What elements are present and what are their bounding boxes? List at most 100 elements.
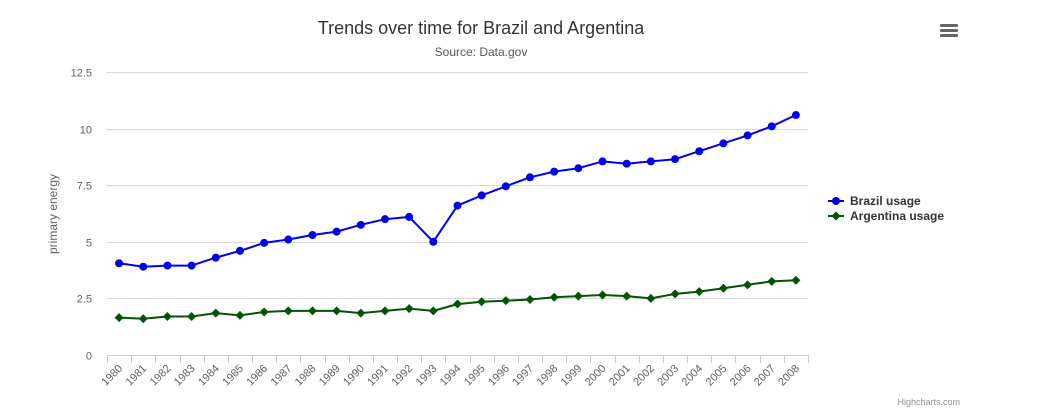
data-point: [477, 191, 486, 200]
x-tick-label: 1981: [124, 363, 150, 389]
data-point: [525, 295, 535, 305]
data-point: [380, 215, 389, 224]
legend-marker: [832, 197, 840, 205]
series-layer: [114, 111, 801, 324]
series-line: [118, 114, 797, 268]
data-point: [235, 246, 244, 255]
data-point: [187, 312, 197, 322]
y-axis-tick-labels: 0 2.5 5 7.5 10 12.5: [71, 68, 92, 363]
data-point: [791, 111, 800, 120]
series-line: [119, 279, 796, 320]
x-tick-label: 2008: [776, 363, 802, 389]
data-point: [743, 280, 753, 290]
data-point: [332, 306, 342, 316]
data-point: [501, 182, 510, 191]
x-tick-label: 1991: [365, 363, 391, 389]
x-tick-label: 1998: [535, 363, 561, 389]
data-point: [428, 306, 438, 316]
x-tick-label: 1983: [172, 363, 198, 389]
data-point: [526, 173, 535, 182]
data-point: [187, 261, 196, 270]
data-point: [163, 261, 172, 270]
legend-marker: [831, 211, 841, 221]
x-tick-label: 1980: [99, 363, 125, 389]
data-point: [646, 157, 655, 166]
data-point: [573, 291, 583, 301]
data-point: [694, 287, 704, 297]
x-tick-label: 2006: [728, 363, 754, 389]
data-point: [453, 299, 462, 309]
data-point: [283, 306, 293, 316]
data-point: [380, 306, 390, 316]
legend-label: Argentina usage: [850, 209, 944, 223]
x-tick-label: 1995: [462, 363, 488, 389]
x-tick-label: 1986: [244, 363, 270, 389]
y-axis-title: primary energy: [46, 174, 60, 254]
data-point: [211, 308, 221, 318]
data-point: [332, 227, 341, 236]
data-point: [477, 297, 487, 307]
menu-button[interactable]: [936, 18, 960, 40]
x-axis-tick-labels: 1980198119821983198419851986198719881989…: [99, 363, 802, 389]
x-tick-label: 2007: [752, 363, 778, 389]
gridlines: [107, 72, 808, 299]
series-brazil-usage: [115, 111, 800, 271]
data-point: [356, 308, 366, 318]
data-point: [307, 306, 317, 316]
data-point: [139, 262, 148, 271]
x-tick-label: 2003: [655, 363, 681, 389]
data-point: [356, 220, 365, 229]
x-tick-label: 1996: [486, 363, 512, 389]
y-tick-label: 7.5: [77, 181, 92, 193]
legend-item-argentina-usage[interactable]: Argentina usage: [828, 209, 944, 223]
x-tick-label: 2004: [680, 363, 706, 389]
chart-subtitle: Source: Data.gov: [435, 45, 528, 59]
data-point: [671, 155, 680, 164]
data-point: [501, 296, 511, 306]
data-point: [550, 167, 559, 176]
data-point: [743, 131, 752, 140]
data-point: [429, 237, 438, 246]
data-point: [260, 238, 269, 247]
x-tick-label: 1994: [438, 363, 464, 389]
data-point: [767, 276, 777, 286]
highcharts-credits-link[interactable]: Highcharts.com: [897, 397, 960, 407]
hamburger-menu-icon: [940, 24, 958, 37]
x-tick-label: 2005: [704, 363, 730, 389]
x-axis-ticks: [107, 355, 809, 363]
data-point: [574, 164, 583, 173]
x-tick-label: 2000: [583, 363, 609, 389]
data-point: [719, 139, 728, 148]
data-point: [718, 283, 728, 293]
series-argentina-usage: [114, 275, 801, 324]
data-point: [670, 289, 680, 299]
data-point: [767, 122, 776, 131]
x-tick-label: 1987: [269, 363, 295, 389]
x-tick-label: 1989: [317, 363, 343, 389]
y-tick-label: 5: [86, 238, 92, 250]
data-point: [259, 307, 269, 317]
x-tick-label: 1997: [510, 363, 536, 389]
data-point: [114, 313, 124, 323]
x-tick-label: 1984: [196, 363, 222, 389]
x-tick-label: 1993: [414, 363, 440, 389]
y-tick-label: 2.5: [77, 294, 92, 306]
data-point: [646, 293, 656, 303]
data-point: [549, 292, 559, 302]
y-tick-label: 0: [86, 351, 92, 363]
data-point: [598, 290, 608, 300]
data-point: [308, 231, 317, 240]
data-point: [695, 147, 704, 156]
x-tick-label: 1999: [559, 363, 585, 389]
legend-item-brazil-usage[interactable]: Brazil usage: [828, 194, 921, 208]
data-point: [404, 304, 414, 314]
x-tick-label: 1982: [148, 363, 174, 389]
data-point: [235, 310, 245, 320]
data-point: [138, 314, 148, 324]
x-tick-label: 1985: [220, 363, 246, 389]
x-tick-label: 1992: [389, 363, 415, 389]
data-point: [598, 157, 607, 166]
y-tick-label: 12.5: [71, 68, 92, 80]
x-tick-label: 2002: [631, 363, 657, 389]
